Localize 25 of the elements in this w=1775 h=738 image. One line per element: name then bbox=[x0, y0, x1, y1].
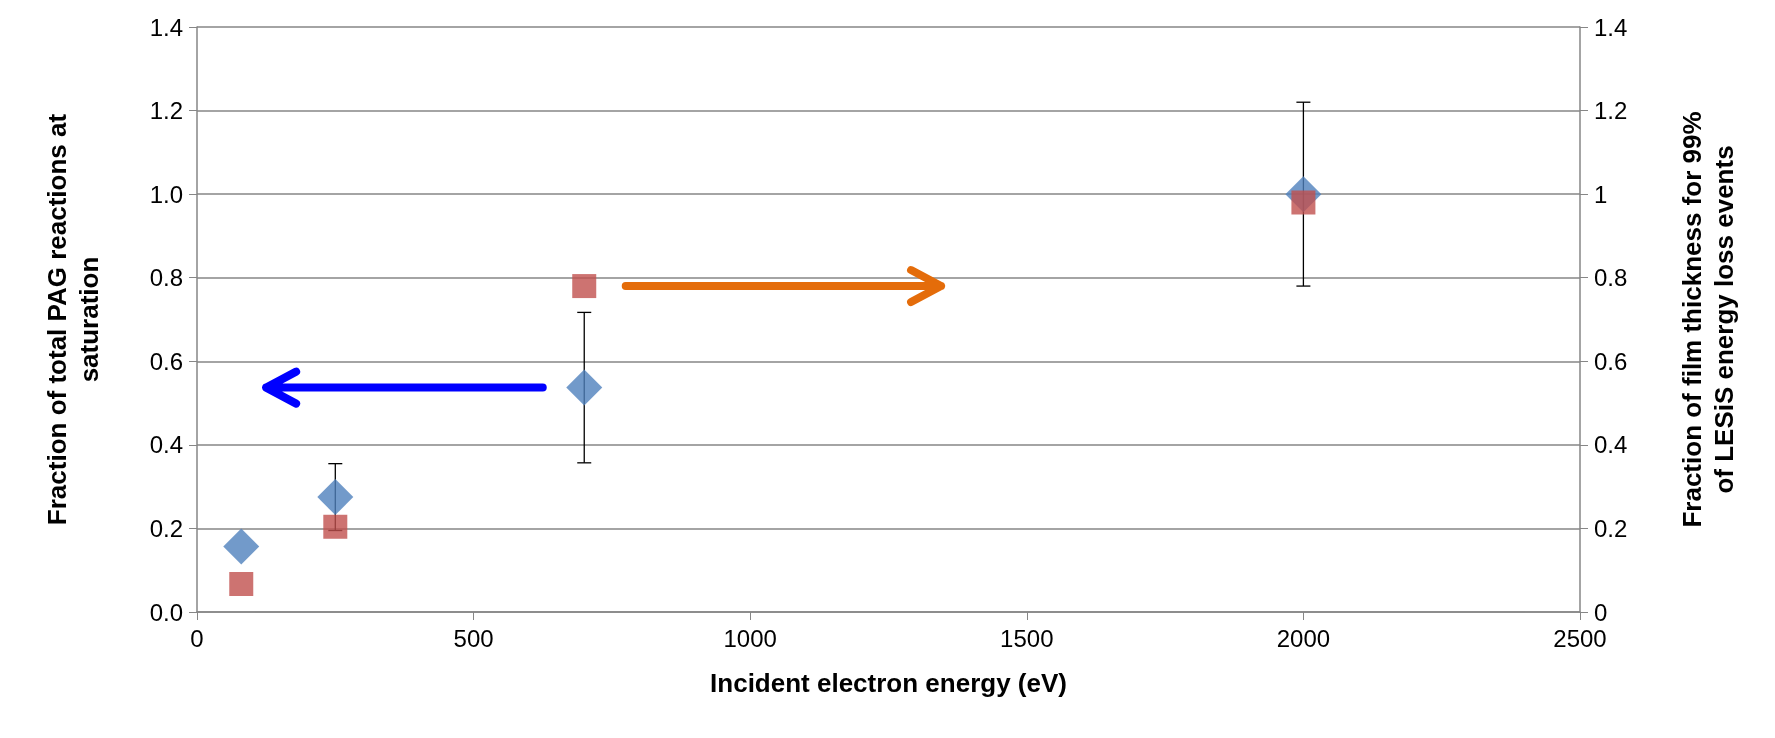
y2-axis-title: Fraction of film thickness for 99% of LESiS energy loss events bbox=[1677, 111, 1739, 528]
x-tick-label: 500 bbox=[453, 624, 494, 652]
x-tick-label: 2500 bbox=[1553, 624, 1607, 652]
y2-tick-label: 1 bbox=[1594, 180, 1608, 208]
y2-tick-label: 0.6 bbox=[1594, 347, 1628, 375]
y2-tick-label: 0.2 bbox=[1594, 514, 1628, 542]
x-tick-label: 0 bbox=[190, 624, 204, 652]
y-tick-label: 0.0 bbox=[149, 598, 183, 626]
y-tick-label: 0.8 bbox=[149, 264, 183, 292]
y-tick-label: 1.0 bbox=[149, 180, 183, 208]
y-tick-label: 0.2 bbox=[149, 514, 183, 542]
x-tick-label: 1500 bbox=[1000, 624, 1054, 652]
y2-tick-label: 0 bbox=[1594, 598, 1608, 626]
y-tick-label: 1.4 bbox=[149, 13, 183, 41]
x-axis-title: Incident electron energy (eV) bbox=[710, 668, 1067, 698]
y-tick-label: 1.2 bbox=[149, 97, 183, 125]
y2-tick-label: 1.2 bbox=[1594, 97, 1628, 125]
y-tick-label: 0.6 bbox=[149, 347, 183, 375]
y2-tick-label: 0.8 bbox=[1594, 264, 1628, 292]
y2-tick-label: 0.4 bbox=[1594, 431, 1628, 459]
x-tick-label: 2000 bbox=[1276, 624, 1331, 652]
y-tick-label: 0.4 bbox=[149, 431, 183, 459]
x-tick-label: 1000 bbox=[723, 624, 777, 652]
y2-tick-label: 1.4 bbox=[1594, 13, 1628, 41]
y-axis-title: Fraction of total PAG reactions at saturation bbox=[42, 113, 104, 526]
